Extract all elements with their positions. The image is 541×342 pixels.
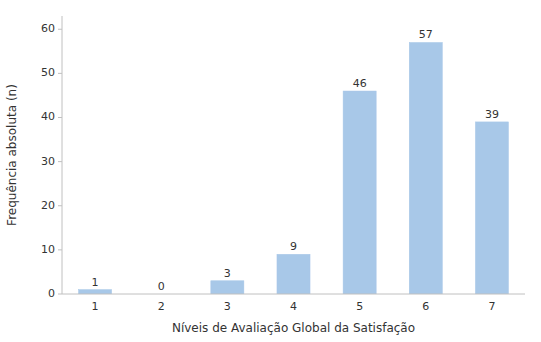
data-label: 3 [224, 267, 231, 280]
data-label: 39 [485, 108, 499, 121]
y-tick [58, 294, 62, 295]
x-axis-label: Níveis de Avaliação Global da Satisfação [172, 321, 415, 335]
bar [475, 122, 508, 294]
y-tick-label: 50 [41, 66, 55, 79]
bar [79, 290, 112, 294]
y-tick [58, 117, 62, 118]
bar [343, 91, 376, 294]
y-axis-label: Frequência absoluta (n) [5, 84, 19, 226]
y-tick-label: 30 [41, 155, 55, 168]
y-tick-label: 10 [41, 243, 55, 256]
y-tick [58, 161, 62, 162]
y-tick-label: 40 [41, 110, 55, 123]
bar [211, 281, 244, 294]
x-tick-label: 4 [290, 300, 297, 313]
y-tick-label: 0 [48, 287, 55, 300]
x-axis-line [62, 294, 525, 295]
bar [409, 42, 442, 294]
data-label: 46 [353, 77, 367, 90]
x-tick-label: 6 [422, 300, 429, 313]
data-label: 9 [290, 240, 297, 253]
x-tick-label: 3 [224, 300, 231, 313]
data-label: 1 [92, 276, 99, 289]
x-tick-label: 5 [356, 300, 363, 313]
bars [79, 42, 509, 294]
data-label: 57 [419, 28, 433, 41]
y-axis-line [62, 16, 63, 294]
x-tick-label: 1 [92, 300, 99, 313]
y-tick [58, 73, 62, 74]
bar [277, 254, 310, 294]
data-label: 0 [158, 280, 165, 293]
y-tick-label: 20 [41, 199, 55, 212]
y-tick [58, 205, 62, 206]
x-tick-label: 2 [158, 300, 165, 313]
x-tick-label: 7 [488, 300, 495, 313]
y-tick [58, 29, 62, 30]
chart: 010203040506012345671039465739Níveis de … [0, 0, 541, 342]
y-tick [58, 249, 62, 250]
y-tick-label: 60 [41, 22, 55, 35]
